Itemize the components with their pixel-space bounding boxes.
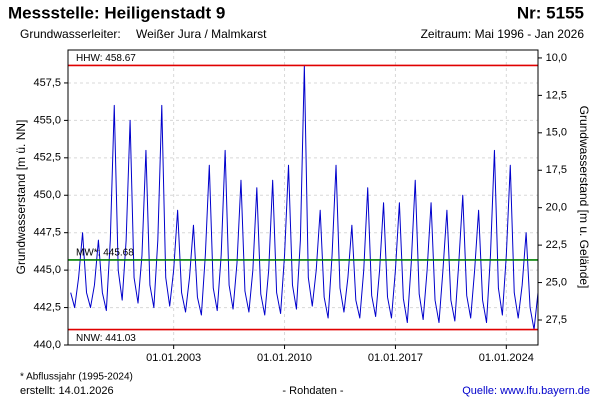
y-tick-label: 455,0 <box>33 114 61 126</box>
x-tick-label: 01.01.2024 <box>479 352 534 364</box>
y-tick-label: 457,5 <box>33 77 61 89</box>
y2-tick-label: 27,5 <box>546 314 567 326</box>
y2-tick-label: 12,5 <box>546 89 567 101</box>
y-axis-label: Grundwasserstand [m ü. NN] <box>14 120 28 275</box>
y-tick-label: 442,5 <box>33 301 61 313</box>
x-tick-label: 01.01.2010 <box>257 352 312 364</box>
y-tick-label: 447,5 <box>33 227 61 239</box>
data-line <box>70 64 539 331</box>
footnote: * Abflussjahr (1995-2024) <box>20 372 133 383</box>
aquifer: Weißer Jura / Malmkarst <box>136 27 267 41</box>
created-date: erstellt: 14.01.2026 <box>20 385 114 397</box>
plot-frame <box>67 49 539 346</box>
reference-label: NNW: 441.03 <box>76 333 136 344</box>
y-tick-label: 440,0 <box>33 339 61 351</box>
y2-tick-label: 17,5 <box>546 164 567 176</box>
y2-tick-label: 10,0 <box>546 52 567 64</box>
y2-tick-label: 20,0 <box>546 202 567 214</box>
data-note: - Rohdaten - <box>282 385 343 397</box>
reference-label: HHW: 458.67 <box>76 53 136 64</box>
source-link[interactable]: Quelle: www.lfu.bayern.de <box>462 385 590 397</box>
y-tick-label: 450,0 <box>33 189 61 201</box>
y2-tick-label: 22,5 <box>546 239 567 251</box>
reference-label: MW*: 445.68 <box>76 248 134 259</box>
y2-tick-label: 15,0 <box>546 127 567 139</box>
y-tick-label: 445,0 <box>33 264 61 276</box>
period: Zeitraum: Mai 1996 - Jan 2026 <box>421 27 585 41</box>
y2-tick-label: 25,0 <box>546 276 567 288</box>
x-tick-label: 01.01.2003 <box>146 352 201 364</box>
aquifer-label: Grundwasserleiter: <box>20 27 121 41</box>
chart-title: Messstelle: Heiligenstadt 9 <box>8 3 225 22</box>
station-number: Nr: 5155 <box>517 3 584 22</box>
y-tick-label: 452,5 <box>33 152 61 164</box>
x-tick-label: 01.01.2017 <box>368 352 423 364</box>
y2-axis-label: Grundwasserstand [m u. Gelände] <box>577 106 591 289</box>
